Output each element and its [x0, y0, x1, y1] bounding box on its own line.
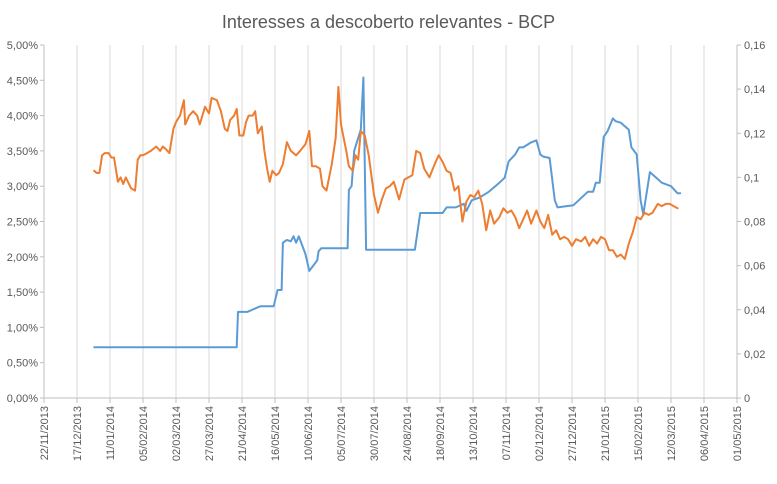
x-tick-label: 02/03/2014	[171, 406, 183, 461]
y-left-tick-label: 1,50%	[7, 287, 38, 299]
x-tick-label: 06/04/2015	[699, 406, 711, 461]
y-axis-left: 0,00% 0,50% 1,00% 1,50% 2,00% 2,50% 3,00% 3,50%…	[7, 40, 44, 405]
y-right-tick-label: 0,08	[744, 217, 765, 229]
x-tick-label: 18/09/2014	[435, 406, 447, 461]
y-right-tick-label: 0,1	[744, 172, 759, 184]
x-tick-label: 11/01/2014	[105, 406, 117, 460]
x-tick-label: 01/05/2015	[732, 406, 744, 461]
series-group	[93, 76, 682, 349]
y-left-tick-label: 0,00%	[7, 393, 38, 405]
y-right-tick-label: 0,14	[744, 84, 765, 96]
x-tick-label: 24/08/2014	[402, 406, 414, 461]
y-left-tick-label: 3,00%	[7, 181, 38, 193]
x-tick-label: 13/10/2014	[468, 406, 480, 461]
x-tick-label: 10/06/2014	[303, 406, 315, 461]
x-tick-label: 21/01/2015	[600, 406, 612, 461]
x-tick-label: 22/11/2013	[39, 406, 51, 460]
x-tick-label: 16/05/2014	[270, 406, 282, 461]
chart-title: Interesses a descoberto relevantes - BCP	[221, 12, 556, 32]
y-left-tick-label: 1,00%	[7, 322, 38, 334]
y-right-tick-label: 0,02	[744, 349, 765, 361]
y-left-tick-label: 0,50%	[7, 358, 38, 370]
y-left-tick-label: 3,50%	[7, 146, 38, 158]
x-tick-label: 17/12/2013	[72, 406, 84, 461]
x-tick-label: 30/07/2014	[369, 406, 381, 461]
x-tick-label: 07/11/2014	[501, 406, 513, 460]
x-tick-label: 27/12/2014	[567, 406, 579, 461]
y-left-tick-label: 4,50%	[7, 75, 38, 87]
y-axis-right: 0 0,02 0,04 0,06 0,08 0,1 0,12 0,14 0,16	[737, 40, 765, 405]
x-tick-label: 15/02/2015	[633, 406, 645, 461]
y-left-tick-label: 2,00%	[7, 252, 38, 264]
x-axis: 22/11/2013 17/12/2013 11/01/2014 05/02/2014…	[39, 398, 744, 461]
y-left-tick-label: 5,00%	[7, 40, 38, 52]
gridlines	[43, 45, 738, 398]
x-tick-label: 02/12/2014	[534, 406, 546, 461]
series-line-2	[93, 85, 679, 260]
axes	[43, 45, 738, 399]
x-tick-label: 27/03/2014	[204, 406, 216, 461]
y-left-tick-label: 2,50%	[7, 217, 38, 229]
y-left-tick-label: 4,00%	[7, 111, 38, 123]
y-right-tick-label: 0,12	[744, 128, 765, 140]
x-tick-label: 12/03/2015	[666, 406, 678, 461]
x-tick-label: 21/04/2014	[237, 406, 249, 461]
series-line-1	[93, 76, 682, 349]
x-tick-label: 05/07/2014	[336, 406, 348, 461]
y-right-tick-label: 0	[744, 393, 750, 405]
y-right-tick-label: 0,06	[744, 261, 765, 273]
y-right-tick-label: 0,04	[744, 305, 765, 317]
y-right-tick-label: 0,16	[744, 40, 765, 52]
x-tick-label: 05/02/2014	[138, 406, 150, 461]
